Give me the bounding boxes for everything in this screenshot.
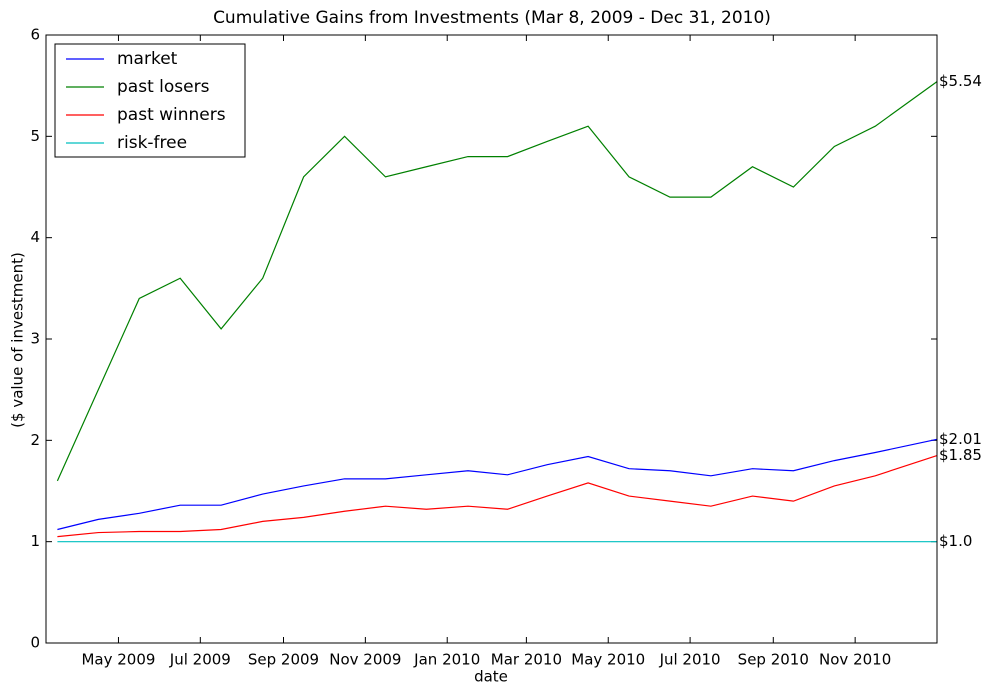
plot-frame — [45, 34, 938, 644]
series-line — [57, 438, 938, 531]
legend-text: past winners — [117, 105, 226, 125]
end-label: $1.85 — [939, 446, 982, 464]
y-tick-label: 4 — [30, 228, 40, 246]
x-tick-label: May 2009 — [81, 651, 155, 669]
end-label: $2.01 — [939, 430, 982, 448]
x-axis-label: date — [474, 668, 508, 684]
x-tick-label: May 2010 — [571, 651, 645, 669]
legend-text: past losers — [117, 77, 210, 97]
x-tick-label: Jul 2009 — [169, 651, 231, 669]
end-label: $1.0 — [939, 532, 972, 550]
y-tick-label: 3 — [30, 330, 40, 348]
x-tick-label: Sep 2009 — [248, 651, 319, 669]
chart-title: Cumulative Gains from Investments (Mar 8… — [213, 8, 771, 28]
legend-text: risk-free — [117, 133, 187, 153]
x-tick-label: Jul 2010 — [659, 651, 721, 669]
x-tick-label: Nov 2009 — [329, 651, 401, 669]
y-tick-label: 6 — [30, 26, 40, 44]
x-tick-label: Nov 2010 — [819, 651, 891, 669]
x-tick-label: Sep 2010 — [738, 651, 809, 669]
legend-text: market — [117, 49, 178, 69]
legend-box — [54, 43, 246, 158]
y-tick-label: 2 — [30, 431, 40, 449]
y-tick-label: 1 — [30, 532, 40, 550]
end-label: $5.54 — [939, 72, 982, 90]
series-line — [56, 81, 938, 482]
y-tick-label: 5 — [30, 127, 40, 145]
y-axis-label: ($ value of investment) — [9, 252, 27, 428]
y-tick-label: 0 — [30, 634, 40, 652]
series-line — [57, 454, 938, 538]
x-tick-label: Mar 2010 — [491, 651, 562, 669]
x-tick-label: Jan 2010 — [413, 651, 480, 669]
